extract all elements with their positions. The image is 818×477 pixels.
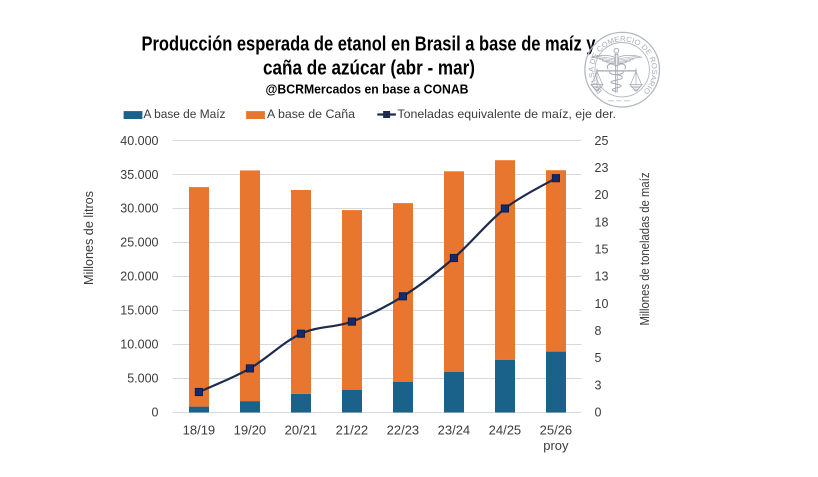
svg-text:10: 10 [595,297,609,311]
svg-text:23: 23 [595,161,609,175]
svg-text:8: 8 [595,324,602,338]
svg-text:Toneladas equivalente de maíz,: Toneladas equivalente de maíz, eje der. [397,107,616,121]
svg-text:Millones de toneladas de maíz: Millones de toneladas de maíz [638,173,652,326]
svg-text:13: 13 [595,270,609,284]
svg-text:20: 20 [595,188,609,202]
svg-text:caña de azúcar (abr - mar): caña de azúcar (abr - mar) [263,57,475,79]
svg-text:A base de Maíz: A base de Maíz [144,107,226,121]
svg-text:10.000: 10.000 [120,338,158,352]
svg-text:0: 0 [595,406,602,420]
svg-text:18: 18 [595,215,609,229]
svg-text:35.000: 35.000 [120,168,158,182]
svg-text:18/19: 18/19 [183,423,216,438]
svg-text:@BCRMercados en base a CONAB: @BCRMercados en base a CONAB [266,81,469,96]
svg-text:Millones de litros: Millones de litros [82,191,96,285]
svg-text:25.000: 25.000 [120,236,158,250]
svg-text:25: 25 [595,134,609,148]
svg-text:40.000: 40.000 [120,134,158,148]
svg-text:proy: proy [543,438,569,453]
svg-text:22/23: 22/23 [387,423,420,438]
svg-text:23/24: 23/24 [438,423,471,438]
svg-text:30.000: 30.000 [120,202,158,216]
svg-text:21/22: 21/22 [336,423,369,438]
svg-text:24/25: 24/25 [489,423,522,438]
svg-text:5: 5 [595,351,602,365]
svg-text:20/21: 20/21 [285,423,318,438]
svg-text:15: 15 [595,243,609,257]
svg-text:0: 0 [152,406,159,420]
svg-text:3: 3 [595,378,602,392]
svg-text:5.000: 5.000 [127,372,158,386]
svg-text:19/20: 19/20 [234,423,267,438]
svg-text:Producción esperada de etanol: Producción esperada de etanol en Brasil … [142,33,597,55]
svg-text:20.000: 20.000 [120,270,158,284]
svg-text:15.000: 15.000 [120,304,158,318]
svg-text:25/26: 25/26 [540,423,573,438]
svg-text:A base de Caña: A base de Caña [267,107,355,121]
